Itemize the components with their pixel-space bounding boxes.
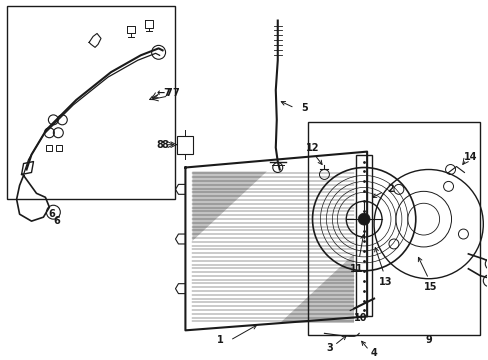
Text: 15: 15 <box>423 282 437 292</box>
Bar <box>7 6 175 199</box>
Text: 7: 7 <box>165 88 172 98</box>
Text: ←7: ←7 <box>149 88 171 100</box>
Text: 5: 5 <box>301 103 308 113</box>
Text: 6: 6 <box>53 216 60 226</box>
Text: 9: 9 <box>425 335 431 345</box>
Bar <box>355 154 371 316</box>
Text: 8: 8 <box>162 140 168 150</box>
Text: 10: 10 <box>354 314 367 323</box>
Circle shape <box>357 213 369 225</box>
Polygon shape <box>279 254 353 323</box>
Text: 13: 13 <box>379 277 392 287</box>
Text: 11: 11 <box>349 264 362 274</box>
Text: 8: 8 <box>156 140 163 150</box>
Bar <box>46 145 52 150</box>
Text: 6: 6 <box>48 209 55 219</box>
Text: 3: 3 <box>325 343 332 353</box>
Polygon shape <box>192 171 266 241</box>
Text: 1: 1 <box>216 335 223 345</box>
Text: 14: 14 <box>463 152 476 162</box>
Bar <box>56 145 62 150</box>
Bar <box>177 136 193 154</box>
Text: 12: 12 <box>305 143 319 153</box>
Text: 2: 2 <box>387 184 393 194</box>
Bar <box>307 122 479 335</box>
Text: 4: 4 <box>370 348 377 358</box>
Text: 7: 7 <box>172 88 179 98</box>
